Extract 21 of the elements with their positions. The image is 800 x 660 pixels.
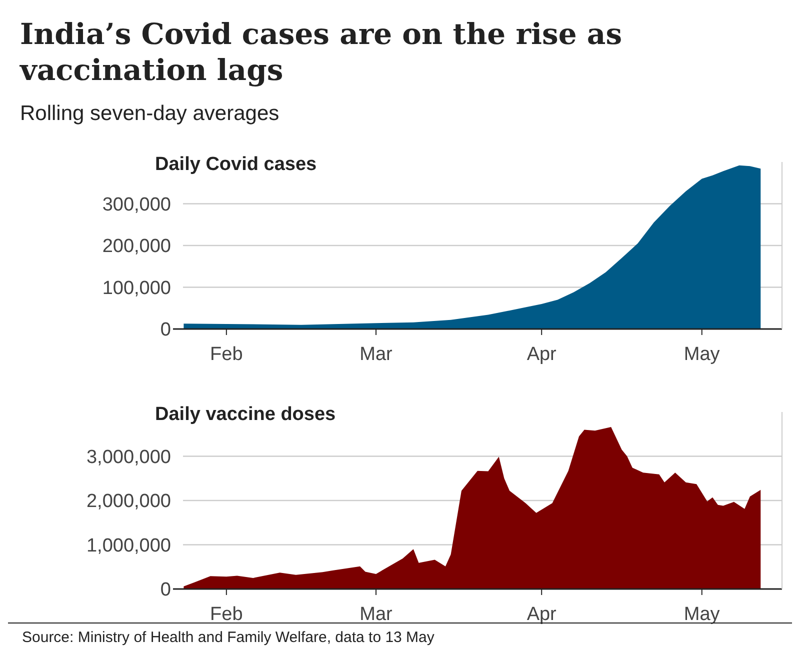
- x-tick-label: Mar: [360, 604, 394, 625]
- x-tick-label: May: [684, 604, 720, 625]
- text: India’s Covid cases are on the rise as vaccination lags: [19, 17, 622, 87]
- y-tick-label: 200,000: [102, 236, 171, 258]
- y-tick-label: 100,000: [102, 278, 171, 299]
- y-tick-label: 300,000: [102, 194, 171, 216]
- y-tick-label: 2,000,000: [86, 491, 171, 512]
- y-tick-label: 0: [160, 320, 171, 341]
- x-tick-label: Apr: [526, 344, 558, 365]
- source-note: Source: Ministry of Health and Family Welfare, data to 13 May: [22, 629, 435, 646]
- chart-title: Daily vaccine doses: [155, 404, 336, 425]
- y-tick-label: 3,000,000: [86, 446, 171, 468]
- x-tick-label: Mar: [360, 344, 394, 365]
- x-tick-label: Feb: [210, 604, 243, 625]
- text: Rolling seven-day averages: [20, 102, 280, 125]
- y-tick-label: 1,000,000: [86, 535, 171, 556]
- chart-title: Daily Covid cases: [155, 154, 317, 175]
- x-tick-label: Apr: [526, 604, 558, 625]
- x-tick-label: May: [684, 344, 720, 365]
- x-tick-label: Feb: [210, 344, 243, 365]
- y-tick-label: 0: [160, 580, 171, 601]
